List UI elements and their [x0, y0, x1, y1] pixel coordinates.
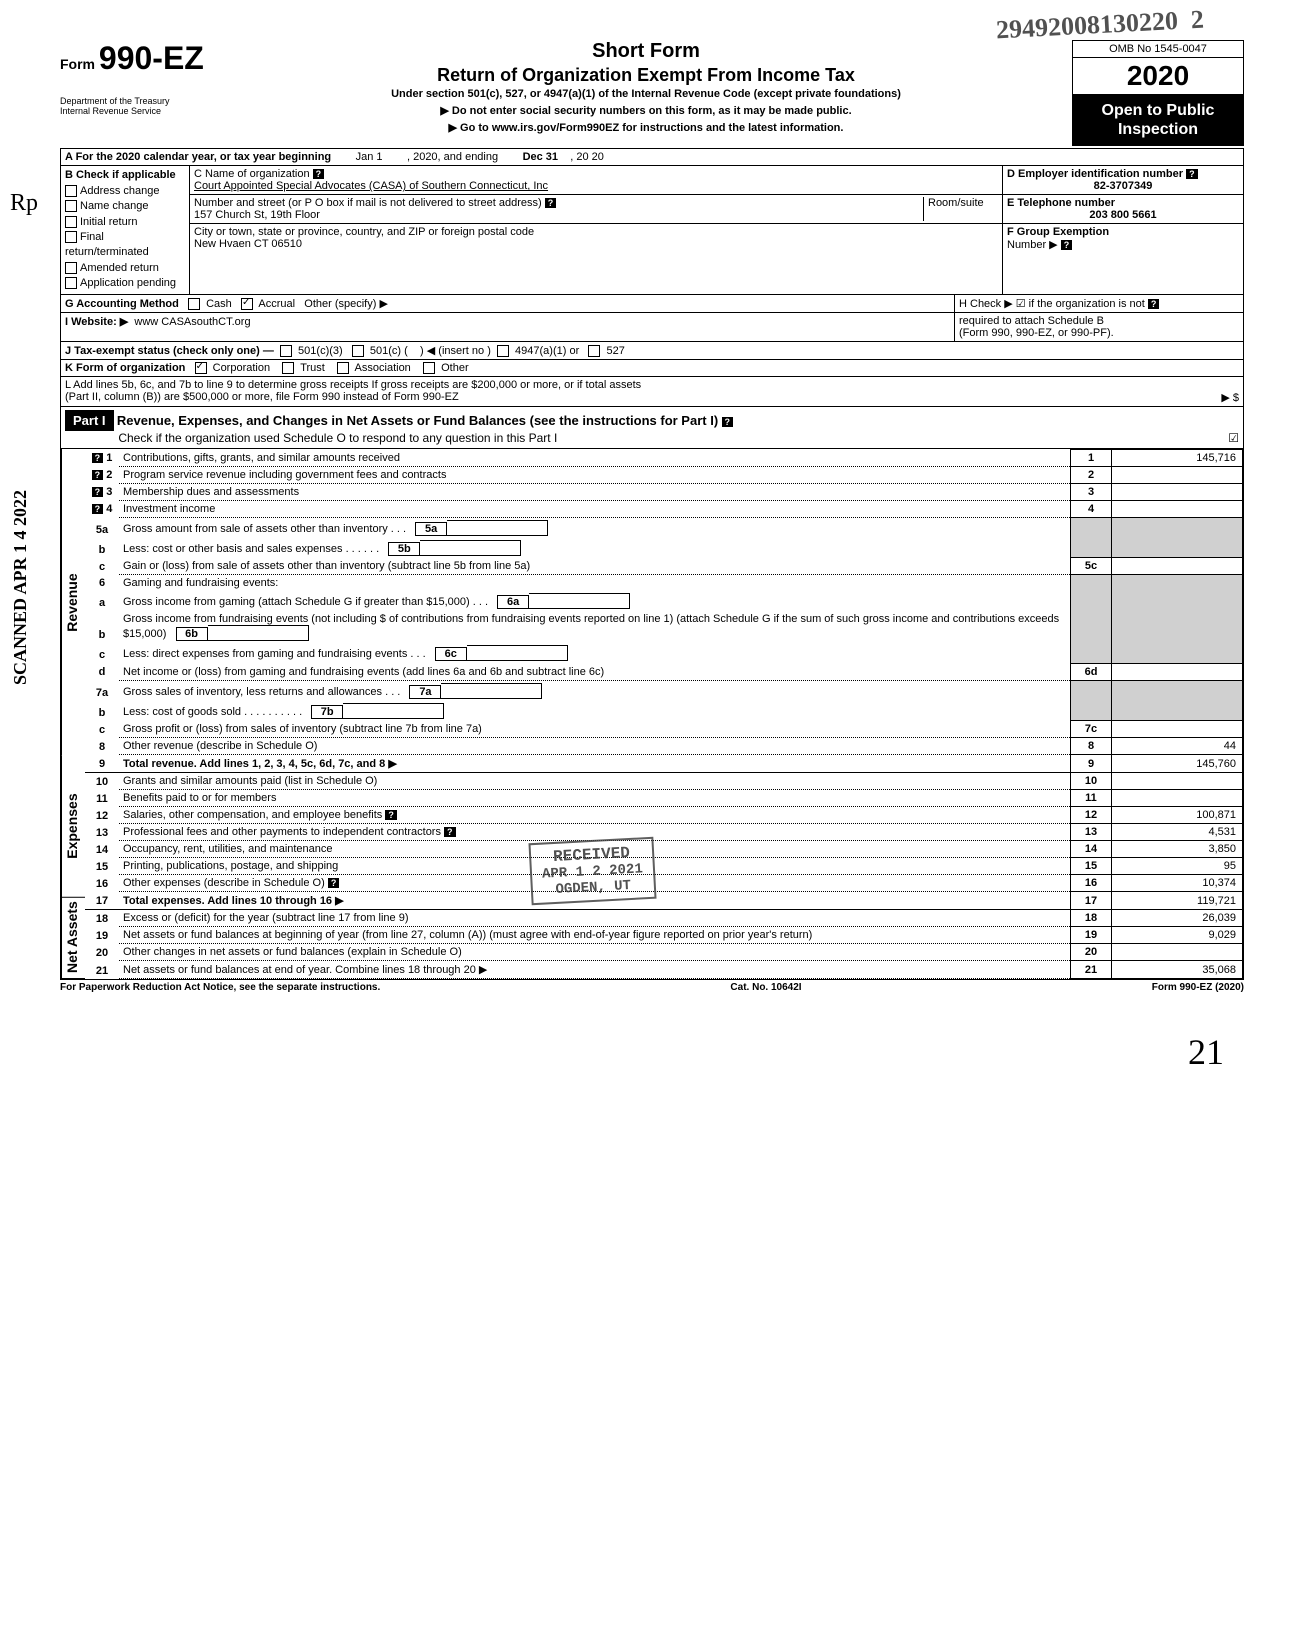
- help-icon: ?: [313, 169, 325, 179]
- section-k: K Form of organization Corporation Trust…: [61, 360, 1243, 376]
- line-14: 14Occupancy, rent, utilities, and mainte…: [85, 841, 1243, 858]
- line-1: ? 1Contributions, gifts, grants, and sim…: [85, 449, 1243, 466]
- line-7a: 7aGross sales of inventory, less returns…: [85, 680, 1243, 701]
- short-form-title: Short Form: [230, 40, 1062, 63]
- cb-final-return[interactable]: Final return/terminated: [65, 230, 185, 261]
- section-i: I Website: ▶ www CASAsouthCT.org: [61, 313, 955, 341]
- scanned-stamp: SCANNED APR 1 4 2022: [10, 490, 31, 685]
- section-g: G Accounting Method Cash Accrual Other (…: [61, 295, 955, 312]
- line-2: ? 2Program service revenue including gov…: [85, 466, 1243, 483]
- website-link: ▶ Go to www.irs.gov/Form990EZ for instru…: [230, 121, 1062, 134]
- open-to-public: Open to Public Inspection: [1073, 95, 1243, 145]
- footer-right: Form 990-EZ (2020): [1152, 982, 1244, 993]
- hw-initials: Rp: [10, 190, 38, 217]
- org-name: Court Appointed Special Advocates (CASA)…: [194, 180, 548, 192]
- part1-header: Part I Revenue, Expenses, and Changes in…: [60, 407, 1244, 449]
- main-title: Return of Organization Exempt From Incom…: [230, 65, 1062, 86]
- line-15: 15Printing, publications, postage, and s…: [85, 858, 1243, 875]
- omb-box: OMB No 1545-0047 20202020 Open to Public…: [1072, 40, 1244, 146]
- section-b: B Check if applicable Address change Nam…: [61, 166, 190, 293]
- received-stamp: RECEIVED APR 1 2 2021 OGDEN, UT: [528, 837, 656, 905]
- line-18: 18Excess or (deficit) for the year (subt…: [85, 910, 1243, 927]
- section-l: L Add lines 5b, 6c, and 7b to line 9 to …: [61, 377, 1243, 406]
- line-6a: aGross income from gaming (attach Schedu…: [85, 591, 1243, 611]
- help-icon: ?: [1061, 240, 1073, 250]
- line-13: 13Professional fees and other payments t…: [85, 824, 1243, 841]
- cb-pending[interactable]: Application pending: [65, 276, 185, 291]
- cb-name-change[interactable]: Name change: [65, 199, 185, 214]
- org-address: 157 Church St, 19th Floor: [194, 209, 320, 221]
- cb-amended[interactable]: Amended return: [65, 261, 185, 276]
- form-container: 29492008130220 2 Form 990-EZ Department …: [60, 40, 1244, 993]
- cb-accrual[interactable]: [241, 298, 253, 310]
- org-city: New Hvaen CT 06510: [194, 238, 302, 250]
- phone: 203 800 5661: [1007, 209, 1239, 221]
- line-6b: bGross income from fundraising events (n…: [85, 611, 1243, 643]
- ein: 82-3707349: [1007, 180, 1239, 192]
- room-suite: Room/suite: [923, 197, 998, 221]
- section-j: J Tax-exempt status (check only one) — 5…: [61, 342, 1243, 359]
- lines-table: ? 1Contributions, gifts, grants, and sim…: [85, 449, 1243, 980]
- cb-cash[interactable]: [188, 298, 200, 310]
- help-icon: ?: [1186, 169, 1198, 179]
- section-h: H Check ▶ ☑ if the organization is not ?: [955, 295, 1243, 312]
- line-17: 17Total expenses. Add lines 10 through 1…: [85, 892, 1243, 910]
- line-21: 21Net assets or fund balances at end of …: [85, 961, 1243, 979]
- omb-number: OMB No 1545-0047: [1073, 41, 1243, 58]
- side-expenses: Expenses: [61, 756, 85, 898]
- cb-initial-return[interactable]: Initial return: [65, 215, 185, 230]
- footer: For Paperwork Reduction Act Notice, see …: [60, 982, 1244, 993]
- line-9: 9Total revenue. Add lines 1, 2, 3, 4, 5c…: [85, 755, 1243, 773]
- subtitle: Under section 501(c), 527, or 4947(a)(1)…: [230, 88, 1062, 100]
- line-5a: 5aGross amount from sale of assets other…: [85, 517, 1243, 538]
- line-10: 10Grants and similar amounts paid (list …: [85, 773, 1243, 790]
- ssn-warning: ▶ Do not enter social security numbers o…: [230, 104, 1062, 117]
- line-6: 6Gaming and fundraising events:: [85, 575, 1243, 592]
- line-7b: bLess: cost of goods sold . . . . . . . …: [85, 701, 1243, 721]
- website: www CASAsouthCT.org: [134, 316, 250, 328]
- side-net: Net Assets: [61, 897, 85, 979]
- right-info: D Employer identification number ? 82-37…: [1003, 166, 1243, 293]
- section-c: C Name of organization ? Court Appointed…: [190, 166, 1003, 293]
- footer-mid: Cat. No. 10642I: [730, 982, 801, 993]
- line-5b: bLess: cost or other basis and sales exp…: [85, 538, 1243, 558]
- line-11: 11Benefits paid to or for members11: [85, 790, 1243, 807]
- period-line: A For the 2020 calendar year, or tax yea…: [61, 149, 1243, 165]
- line-5c: cGain or (loss) from sale of assets othe…: [85, 558, 1243, 575]
- footer-left: For Paperwork Reduction Act Notice, see …: [60, 982, 380, 993]
- help-icon: ?: [545, 198, 557, 208]
- section-h-sub: required to attach Schedule B(Form 990, …: [955, 313, 1243, 341]
- line-8: 8Other revenue (describe in Schedule O)8…: [85, 738, 1243, 755]
- line-6c: cLess: direct expenses from gaming and f…: [85, 643, 1243, 663]
- line-4: ? 4Investment income4: [85, 500, 1243, 517]
- lines-section: Revenue Expenses Net Assets ? 1Contribut…: [60, 449, 1244, 981]
- dept-block: Department of the Treasury Internal Reve…: [60, 97, 220, 117]
- hw-page-bottom: 21: [1188, 1031, 1224, 1073]
- line-3: ? 3Membership dues and assessments3: [85, 483, 1243, 500]
- info-grid: A For the 2020 calendar year, or tax yea…: [60, 148, 1244, 406]
- line-7c: cGross profit or (loss) from sales of in…: [85, 721, 1243, 738]
- line-6d: dNet income or (loss) from gaming and fu…: [85, 663, 1243, 680]
- line-16: 16Other expenses (describe in Schedule O…: [85, 875, 1243, 892]
- title-block: Short Form Return of Organization Exempt…: [220, 40, 1072, 134]
- side-revenue: Revenue: [61, 449, 85, 756]
- part-label: Part I: [65, 410, 114, 431]
- form-number: Form 990-EZ: [60, 40, 220, 77]
- form-header: Form 990-EZ Department of the Treasury I…: [60, 40, 1244, 146]
- cb-address-change[interactable]: Address change: [65, 184, 185, 199]
- line-19: 19Net assets or fund balances at beginni…: [85, 927, 1243, 944]
- line-20: 20Other changes in net assets or fund ba…: [85, 944, 1243, 961]
- help-icon: ?: [722, 417, 734, 427]
- help-icon: ?: [1148, 299, 1160, 309]
- line-12: 12Salaries, other compensation, and empl…: [85, 807, 1243, 824]
- tax-year: 20202020: [1073, 58, 1243, 95]
